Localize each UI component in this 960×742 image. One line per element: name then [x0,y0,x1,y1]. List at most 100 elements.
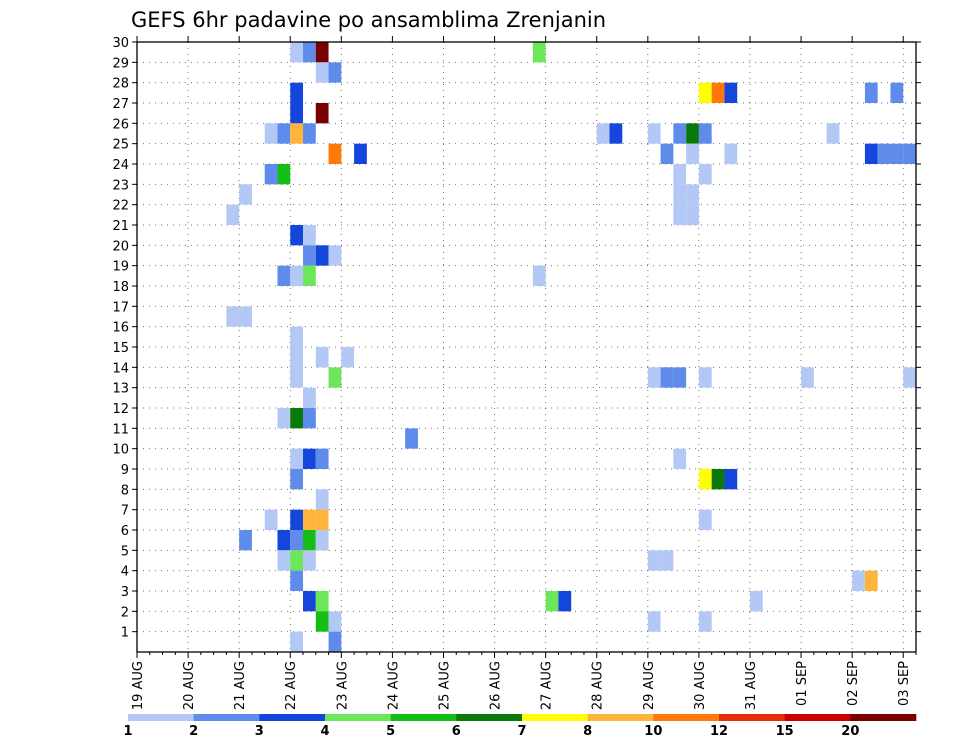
x-tick-label: 29 AUG [642,661,657,710]
colorbar-label: 3 [255,724,264,739]
y-tick-label: 4 [121,565,129,580]
y-tick-label: 19 [112,260,129,275]
precip-cell [749,591,763,612]
precip-cell [290,408,304,429]
colorbar-segment [259,714,326,721]
precip-cell [315,245,329,266]
colorbar-segment [128,714,194,721]
precip-cell [801,367,814,388]
precip-cell [405,428,418,449]
colorbar-label: 5 [386,724,395,739]
precip-cell [290,123,304,144]
precip-cell [226,306,240,327]
precip-cell [698,509,712,530]
colorbar: 1 2 3 4 5 6 7 8 10 12 15 20 [123,714,917,739]
x-tick-label: 02 SEP [846,661,861,706]
precip-cell [303,123,316,144]
precip-cell [328,611,342,632]
precip-cell [315,530,329,551]
plot-frame [136,41,917,653]
precip-cell [290,347,304,368]
precip-cell [303,225,316,246]
colorbar-label: 15 [776,724,794,739]
precip-cell [277,164,291,185]
precip-cell [903,143,916,164]
precip-cell [303,448,316,469]
x-tick-label: 21 AUG [233,661,248,710]
precip-cell [290,570,304,591]
x-tick-label: 26 AUG [489,661,504,710]
precip-cell [277,530,291,551]
y-tick-label: 11 [112,422,129,437]
precip-cell [673,184,687,205]
precip-cell [698,469,712,490]
colorbar-label: 10 [644,724,662,739]
x-tick-label: 22 AUG [284,661,299,710]
precip-cell [647,550,661,571]
colorbar-label: 8 [583,724,592,739]
precip-cell [686,184,699,205]
colorbar-label: 4 [320,724,329,739]
y-tick-label: 22 [112,199,129,214]
colorbar-label: 20 [841,724,859,739]
precip-cell [303,550,316,571]
x-tick-label: 30 AUG [693,661,708,710]
y-tick-label: 6 [121,524,129,539]
colorbar-segment [522,714,588,721]
precip-cell [826,123,840,144]
precip-cell [290,103,304,124]
x-axis-ticks: 19 AUG 20 AUG 21 AUG 22 AUG 23 AUG 24 AUG 25 A… [131,36,917,710]
y-tick-label: 3 [121,585,129,600]
precip-cell [315,448,329,469]
precip-cell [277,550,291,571]
precip-cell [711,469,725,490]
y-tick-label: 30 [112,36,129,51]
precip-cell [303,387,316,408]
precip-cell [328,143,342,164]
y-tick-label: 20 [112,239,129,254]
colorbar-segment [456,714,523,721]
y-tick-label: 24 [112,158,129,173]
precip-cell [673,448,687,469]
precip-cell [647,367,661,388]
precip-cell [290,225,304,246]
precip-cell [239,184,252,205]
precip-cell [698,82,712,103]
precip-cell [290,469,304,490]
precip-cell [277,123,291,144]
y-tick-label: 23 [112,178,129,193]
x-tick-label: 01 SEP [795,661,810,706]
x-tick-label: 28 AUG [591,661,606,710]
precip-cell [724,82,738,103]
x-tick-label: 25 AUG [437,661,452,710]
precip-cell [686,143,699,164]
y-tick-label: 18 [112,280,129,295]
precip-cell [315,347,329,368]
colorbar-segment [719,714,785,721]
chart-title: GEFS 6hr padavine po ansamblima Zrenjani… [131,8,606,32]
precip-cell [277,408,291,429]
precip-cell [686,204,699,225]
colorbar-segment [325,714,391,721]
x-tick-label: 24 AUG [386,661,401,710]
precip-cell [303,408,316,429]
precip-cell [303,530,316,551]
x-tick-label: 31 AUG [744,661,759,710]
precip-cell [660,550,674,571]
y-tick-label: 25 [112,138,129,153]
colorbar-label: 2 [189,724,198,739]
precip-cell [724,469,738,490]
y-tick-label: 15 [112,341,129,356]
y-tick-label: 14 [112,361,129,376]
precip-cell [290,82,304,103]
colorbar-segment [784,714,851,721]
x-tick-label: 23 AUG [335,661,350,710]
y-tick-label: 16 [112,321,129,336]
precip-cell [303,265,316,286]
heatmap-cells [226,42,916,652]
precip-cell [290,530,304,551]
precip-cell [290,326,304,347]
precip-cell [290,550,304,571]
precip-cell [328,367,342,388]
